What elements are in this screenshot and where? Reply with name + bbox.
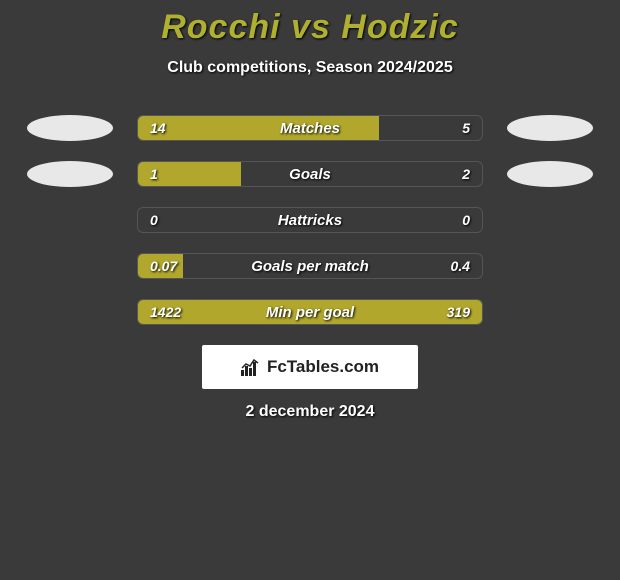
date-label: 2 december 2024 bbox=[0, 403, 620, 421]
stat-bar: Goals per match0.07 0.4 bbox=[137, 253, 483, 279]
player-right-avatar bbox=[507, 161, 593, 187]
stat-value-right: 0 bbox=[462, 208, 470, 232]
stat-value-right: 5 bbox=[462, 116, 470, 140]
bar-left-fill bbox=[138, 116, 379, 140]
avatar-spacer bbox=[507, 299, 593, 325]
player-left-avatar bbox=[27, 115, 113, 141]
stat-value-right: 319 bbox=[447, 300, 470, 324]
stat-row: Matches145 bbox=[0, 115, 620, 141]
stat-row: Min per goal1422319 bbox=[0, 299, 620, 325]
chart-icon bbox=[241, 358, 261, 376]
player-right-avatar bbox=[507, 115, 593, 141]
avatar-spacer bbox=[27, 299, 113, 325]
comparison-infographic: Rocchi vs Hodzic Club competitions, Seas… bbox=[0, 0, 620, 421]
stat-bar: Matches145 bbox=[137, 115, 483, 141]
stat-bar: Goals12 bbox=[137, 161, 483, 187]
stat-value-left: 1 bbox=[150, 162, 158, 186]
avatar-spacer bbox=[507, 253, 593, 279]
stat-value-left: 0.07 bbox=[150, 254, 177, 278]
avatar-spacer bbox=[507, 207, 593, 233]
player-left-avatar bbox=[27, 161, 113, 187]
stat-row: Goals12 bbox=[0, 161, 620, 187]
stat-row: Goals per match0.07 0.4 bbox=[0, 253, 620, 279]
attribution-badge[interactable]: FcTables.com bbox=[202, 345, 418, 389]
stat-label: Goals per match bbox=[138, 254, 482, 278]
stat-rows: Matches145Goals12Hattricks00Goals per ma… bbox=[0, 115, 620, 325]
attribution-text: FcTables.com bbox=[267, 357, 379, 377]
avatar-spacer bbox=[27, 253, 113, 279]
stat-label: Hattricks bbox=[138, 208, 482, 232]
page-subtitle: Club competitions, Season 2024/2025 bbox=[0, 59, 620, 77]
bar-right-fill bbox=[403, 300, 482, 324]
stat-row: Hattricks0 0 bbox=[0, 207, 620, 233]
stat-value-left: 14 bbox=[150, 116, 166, 140]
stat-value-left: 0 bbox=[150, 208, 158, 232]
stat-value-left: 1422 bbox=[150, 300, 181, 324]
page-title: Rocchi vs Hodzic bbox=[0, 8, 620, 47]
stat-value-right: 2 bbox=[462, 162, 470, 186]
stat-bar: Hattricks0 0 bbox=[137, 207, 483, 233]
stat-bar: Min per goal1422319 bbox=[137, 299, 483, 325]
avatar-spacer bbox=[27, 207, 113, 233]
stat-value-right: 0.4 bbox=[451, 254, 470, 278]
